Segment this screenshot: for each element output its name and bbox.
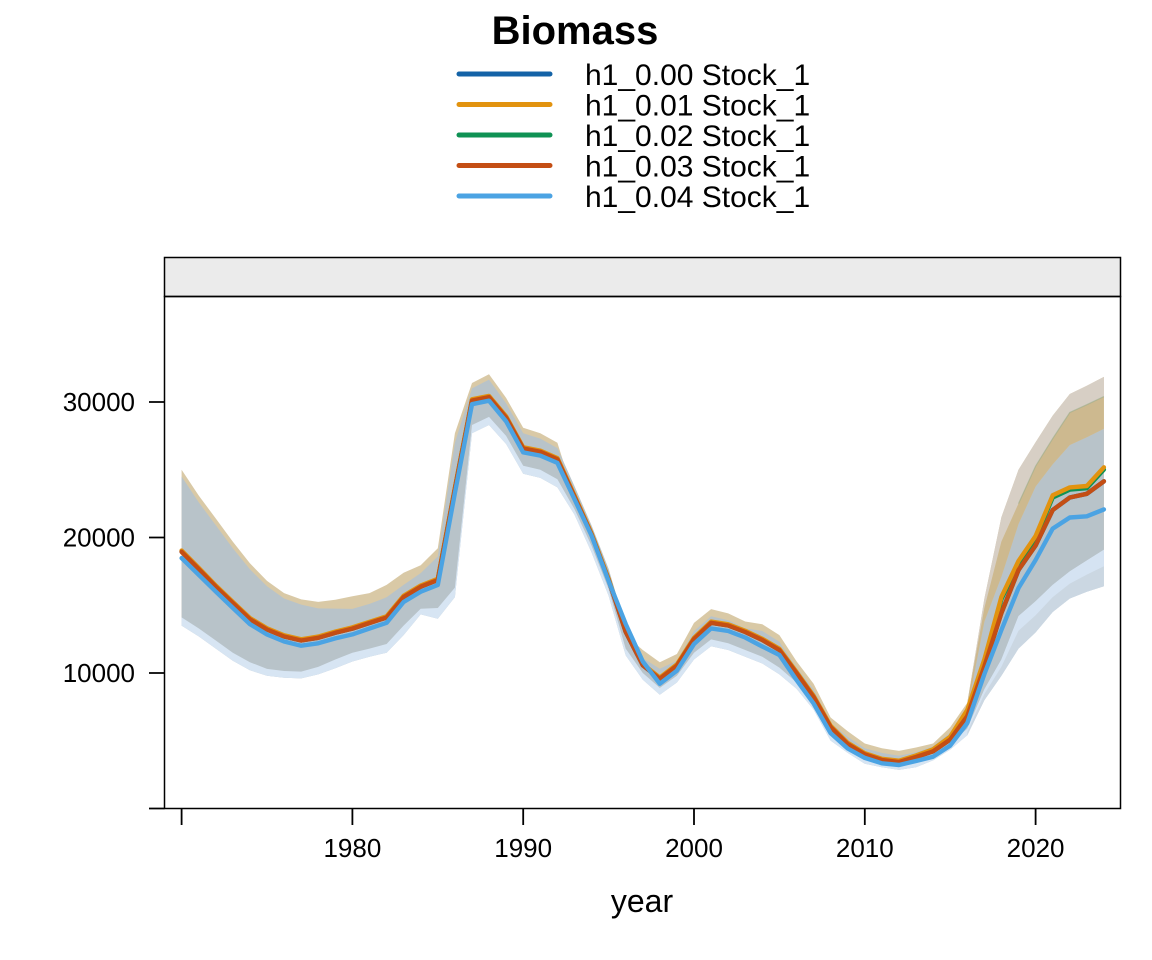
svg-text:2010: 2010	[836, 833, 894, 863]
svg-text:Biomass: Biomass	[492, 9, 659, 53]
svg-text:h1_0.01 Stock_1: h1_0.01 Stock_1	[585, 89, 810, 122]
svg-text:h1_0.03 Stock_1: h1_0.03 Stock_1	[585, 150, 810, 183]
svg-text:30000: 30000	[63, 387, 135, 417]
svg-text:1990: 1990	[494, 833, 552, 863]
svg-text:2000: 2000	[665, 833, 723, 863]
svg-text:20000: 20000	[63, 523, 135, 553]
svg-text:h1_0.02 Stock_1: h1_0.02 Stock_1	[585, 120, 810, 153]
svg-text:h1_0.04 Stock_1: h1_0.04 Stock_1	[585, 181, 810, 214]
svg-text:10000: 10000	[63, 658, 135, 688]
svg-text:2020: 2020	[1007, 833, 1065, 863]
svg-text:h1_0.00 Stock_1: h1_0.00 Stock_1	[585, 59, 810, 92]
svg-text:1980: 1980	[323, 833, 381, 863]
svg-text:year: year	[611, 883, 674, 919]
